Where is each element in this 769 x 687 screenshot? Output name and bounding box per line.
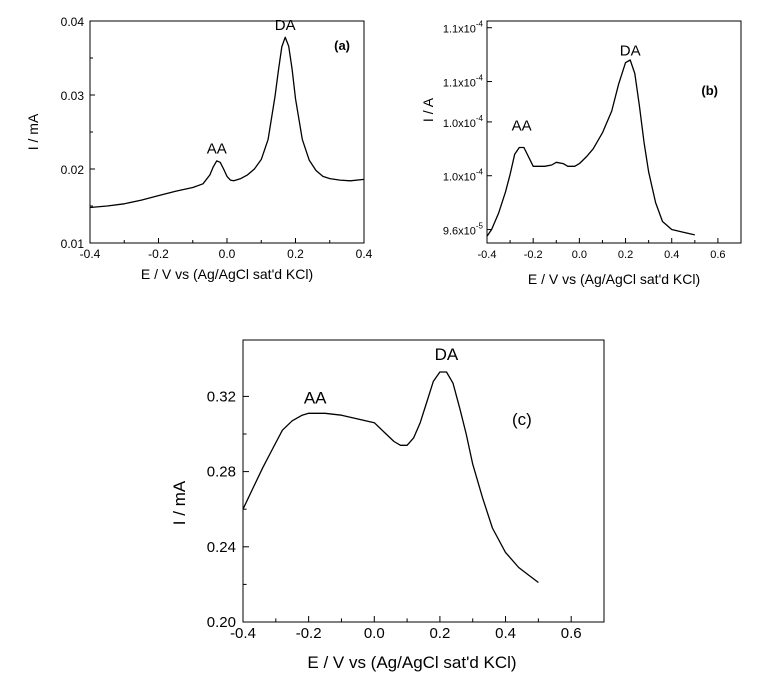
panel-c-series-line bbox=[242, 371, 539, 584]
panel-c-annotation-aa: AA bbox=[304, 388, 327, 407]
panel-c-x-tick-label: 0.0 bbox=[364, 625, 385, 642]
panel-b-y-tick-label: 1.0x10-4 bbox=[443, 168, 484, 184]
panel-b-x-tick-label: 0.4 bbox=[664, 249, 679, 261]
panel-c-frame bbox=[242, 339, 605, 623]
panel-b-ticks bbox=[486, 27, 719, 243]
panel-a-x-tick-label: 0.2 bbox=[287, 247, 304, 261]
panel-b-x-tick-label: -0.4 bbox=[478, 249, 497, 261]
panel-a-x-tick-label: 0.4 bbox=[356, 247, 373, 261]
panel-c: -0.4 -0.2 0.0 0.2 0.4 0.60.200.240.280.32 AA … bbox=[170, 339, 605, 672]
panel-a-y-tick-label: 0.01 bbox=[61, 237, 85, 251]
panel-b-frame bbox=[486, 20, 742, 244]
panel-c-y-tick-label: 0.32 bbox=[207, 388, 236, 405]
panel-c-ticks bbox=[242, 395, 572, 623]
panel-c-x-tick-label: -0.2 bbox=[296, 625, 322, 642]
panel-a-x-axis-label: E / V vs (Ag/AgCl sat'd KCl) bbox=[141, 266, 313, 282]
panel-b-y-tick-label: 1.1x10-4 bbox=[443, 74, 484, 90]
panel-b-annotation-aa: AA bbox=[512, 118, 532, 135]
panel-c-x-tick-label: 0.6 bbox=[561, 625, 582, 642]
panel-c-x-tick-label: -0.4 bbox=[230, 625, 256, 642]
panel-b-x-axis-label: E / V vs (Ag/AgCl sat'd KCl) bbox=[528, 271, 700, 287]
panel-b-y-tick-label: 9.6x10-5 bbox=[443, 222, 484, 238]
panel-c-annotation-da: DA bbox=[435, 345, 459, 364]
panel-b-series-line bbox=[486, 59, 695, 237]
panel-c-y-tick-label: 0.24 bbox=[207, 539, 236, 556]
panel-c-x-tick-label: 0.2 bbox=[429, 625, 450, 642]
panel-b-y-axis-label: I / A bbox=[420, 97, 436, 122]
panel-b-x-tick-label: 0.0 bbox=[572, 249, 587, 261]
panel-c-tick-labels: -0.4 -0.2 0.0 0.2 0.4 0.6 0.20 0.24 0.28 0.32 bbox=[207, 388, 582, 642]
panel-b-x-tick-label: -0.2 bbox=[524, 249, 543, 261]
panel-c-y-tick-label: 0.20 bbox=[207, 614, 236, 631]
panel-b-annotation-da: DA bbox=[620, 42, 641, 59]
panel-b-y-tick-label: 1.1x10-4 bbox=[443, 20, 484, 36]
panel-a-x-tick-label: -0.2 bbox=[148, 247, 169, 261]
panel-a-x-tick-label: -0.4 bbox=[80, 247, 101, 261]
panel-a-label: (a) bbox=[334, 38, 350, 53]
panel-a-frame bbox=[89, 20, 365, 244]
panel-a-x-tick-label: 0.0 bbox=[219, 247, 236, 261]
panel-a-series-line bbox=[89, 36, 365, 209]
panel-a-annotation-aa: AA bbox=[207, 140, 227, 157]
panel-c-x-axis-label: E / V vs (Ag/AgCl sat'd KCl) bbox=[307, 653, 516, 672]
panel-a-y-tick-label: 0.03 bbox=[61, 89, 85, 103]
panel-a-ticks bbox=[89, 20, 365, 244]
panel-a-y-tick-label: 0.02 bbox=[61, 163, 85, 177]
panel-c-y-axis-label: I / mA bbox=[170, 480, 189, 525]
panel-b-label: (b) bbox=[701, 83, 718, 98]
panel-a-y-axis-label: I / mA bbox=[25, 113, 41, 150]
panel-a: -0.4 -0.2 0.0 0.2 0.40.010.020.030.04 AA DA … bbox=[25, 15, 373, 282]
panel-b: -0.4 -0.2 0.0 0.2 0.4 0.6 9.6x10-5 1.0x10-4 1.0x… bbox=[420, 20, 742, 287]
panel-c-y-tick-label: 0.28 bbox=[207, 464, 236, 481]
panel-b-x-tick-label: 0.2 bbox=[618, 249, 633, 261]
panel-b-x-tick-label: 0.6 bbox=[710, 249, 725, 261]
panel-b-tick-labels: -0.4 -0.2 0.0 0.2 0.4 0.6 9.6x10-5 1.0x10-4 1.0x… bbox=[443, 20, 726, 261]
panel-b-y-tick-label: 1.0x10-4 bbox=[443, 114, 484, 130]
panel-a-annotation-da: DA bbox=[275, 17, 296, 34]
panel-a-tick-labels: -0.4 -0.2 0.0 0.2 0.4 0.01 0.02 0.03 0.04 bbox=[61, 15, 373, 261]
panel-c-x-tick-label: 0.4 bbox=[495, 625, 516, 642]
panel-c-label: (c) bbox=[512, 410, 532, 429]
panel-a-y-tick-label: 0.04 bbox=[61, 15, 85, 29]
